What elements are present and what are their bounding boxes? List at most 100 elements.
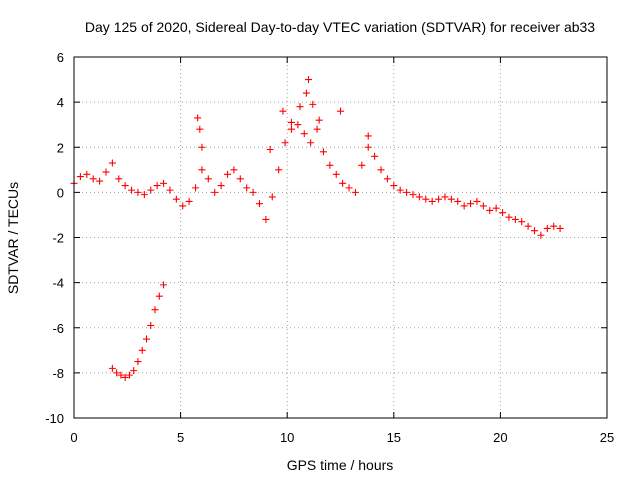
plot-frame: [73, 56, 608, 419]
data-point: [499, 209, 507, 217]
data-point: [96, 177, 104, 185]
data-point: [266, 146, 274, 154]
data-point: [275, 166, 283, 174]
y-tick-label: 0: [57, 185, 64, 200]
data-point: [198, 143, 206, 151]
data-point: [138, 346, 146, 354]
data-point: [140, 191, 148, 199]
data-point: [76, 173, 84, 181]
data-point: [102, 168, 110, 176]
data-point: [319, 148, 327, 156]
data-point: [409, 191, 417, 199]
data-point: [134, 188, 142, 196]
grid-layer: [74, 57, 607, 418]
data-point: [185, 197, 193, 205]
data-point: [172, 195, 180, 203]
data-point: [281, 139, 289, 147]
data-point: [543, 224, 551, 232]
data-point: [83, 170, 91, 178]
data-point: [550, 222, 558, 230]
data-point: [134, 358, 142, 366]
y-axis-label: SDTVAR / TECUs: [5, 182, 21, 294]
x-axis-label: GPS time / hours: [287, 457, 394, 473]
data-point: [473, 197, 481, 205]
data-point: [307, 139, 315, 147]
data-point: [166, 186, 174, 194]
data-point: [377, 166, 385, 174]
y-tick-label: 6: [57, 50, 64, 65]
data-point: [294, 121, 302, 129]
y-tick-label: -6: [52, 321, 64, 336]
data-point: [287, 118, 295, 126]
data-point: [196, 125, 204, 133]
x-tick-label: 5: [177, 430, 184, 445]
data-point: [460, 202, 468, 210]
data-point: [364, 132, 372, 140]
data-point: [147, 186, 155, 194]
data-point: [155, 292, 163, 300]
data-point: [447, 195, 455, 203]
data-point: [337, 107, 344, 115]
data-point: [454, 197, 462, 205]
chart-title: Day 125 of 2020, Sidereal Day-to-day VTE…: [85, 19, 595, 35]
data-point: [390, 182, 398, 190]
data-point: [115, 175, 123, 183]
data-point: [204, 175, 212, 183]
data-point: [128, 186, 136, 194]
data-point: [364, 143, 372, 151]
x-tick-label: 15: [387, 430, 401, 445]
data-point: [217, 182, 225, 190]
data-point: [511, 215, 519, 223]
x-tick-label: 10: [280, 430, 294, 445]
data-point: [160, 281, 168, 289]
data-point: [505, 213, 513, 221]
data-point: [147, 321, 155, 329]
data-point: [130, 367, 138, 375]
data-point: [249, 188, 257, 196]
data-point: [262, 215, 270, 223]
series-main-band: [70, 121, 564, 239]
y-tick-label: -10: [45, 411, 64, 426]
data-point: [422, 195, 430, 203]
data-point: [403, 188, 411, 196]
x-tick-label: 0: [70, 430, 77, 445]
y-tick-label: 2: [57, 140, 64, 155]
data-point: [531, 227, 539, 235]
data-point: [415, 193, 423, 201]
data-point: [300, 130, 308, 138]
data-point: [211, 188, 219, 196]
data-point: [383, 175, 391, 183]
tick-layer: 0 5 10 15 20 25 -10 -8 -6 -4 -2 0 2 4 6: [45, 50, 614, 445]
data-point: [492, 204, 500, 212]
marks-layer: [70, 76, 564, 381]
data-point: [121, 182, 129, 190]
data-point: [537, 231, 545, 239]
data-point: [279, 107, 287, 115]
x-tick-label: 20: [493, 430, 507, 445]
data-point: [142, 335, 150, 343]
data-point: [518, 218, 526, 226]
data-point: [524, 222, 532, 230]
x-tick-label: 25: [600, 430, 614, 445]
data-point: [153, 182, 161, 190]
data-point: [326, 161, 334, 169]
data-point: [305, 76, 313, 84]
y-tick-label: -2: [52, 231, 64, 246]
data-point: [117, 371, 125, 379]
data-point: [315, 116, 323, 124]
data-point: [108, 159, 116, 167]
data-point: [467, 200, 475, 208]
data-point: [302, 89, 310, 97]
data-point: [89, 175, 97, 183]
data-point: [151, 306, 159, 314]
data-point: [332, 170, 340, 178]
data-point: [396, 186, 404, 194]
data-point: [428, 197, 436, 205]
data-point: [358, 161, 366, 169]
data-point: [121, 373, 129, 381]
data-point: [224, 170, 232, 178]
data-point: [230, 166, 238, 174]
data-point: [255, 200, 263, 208]
data-point: [108, 364, 116, 372]
